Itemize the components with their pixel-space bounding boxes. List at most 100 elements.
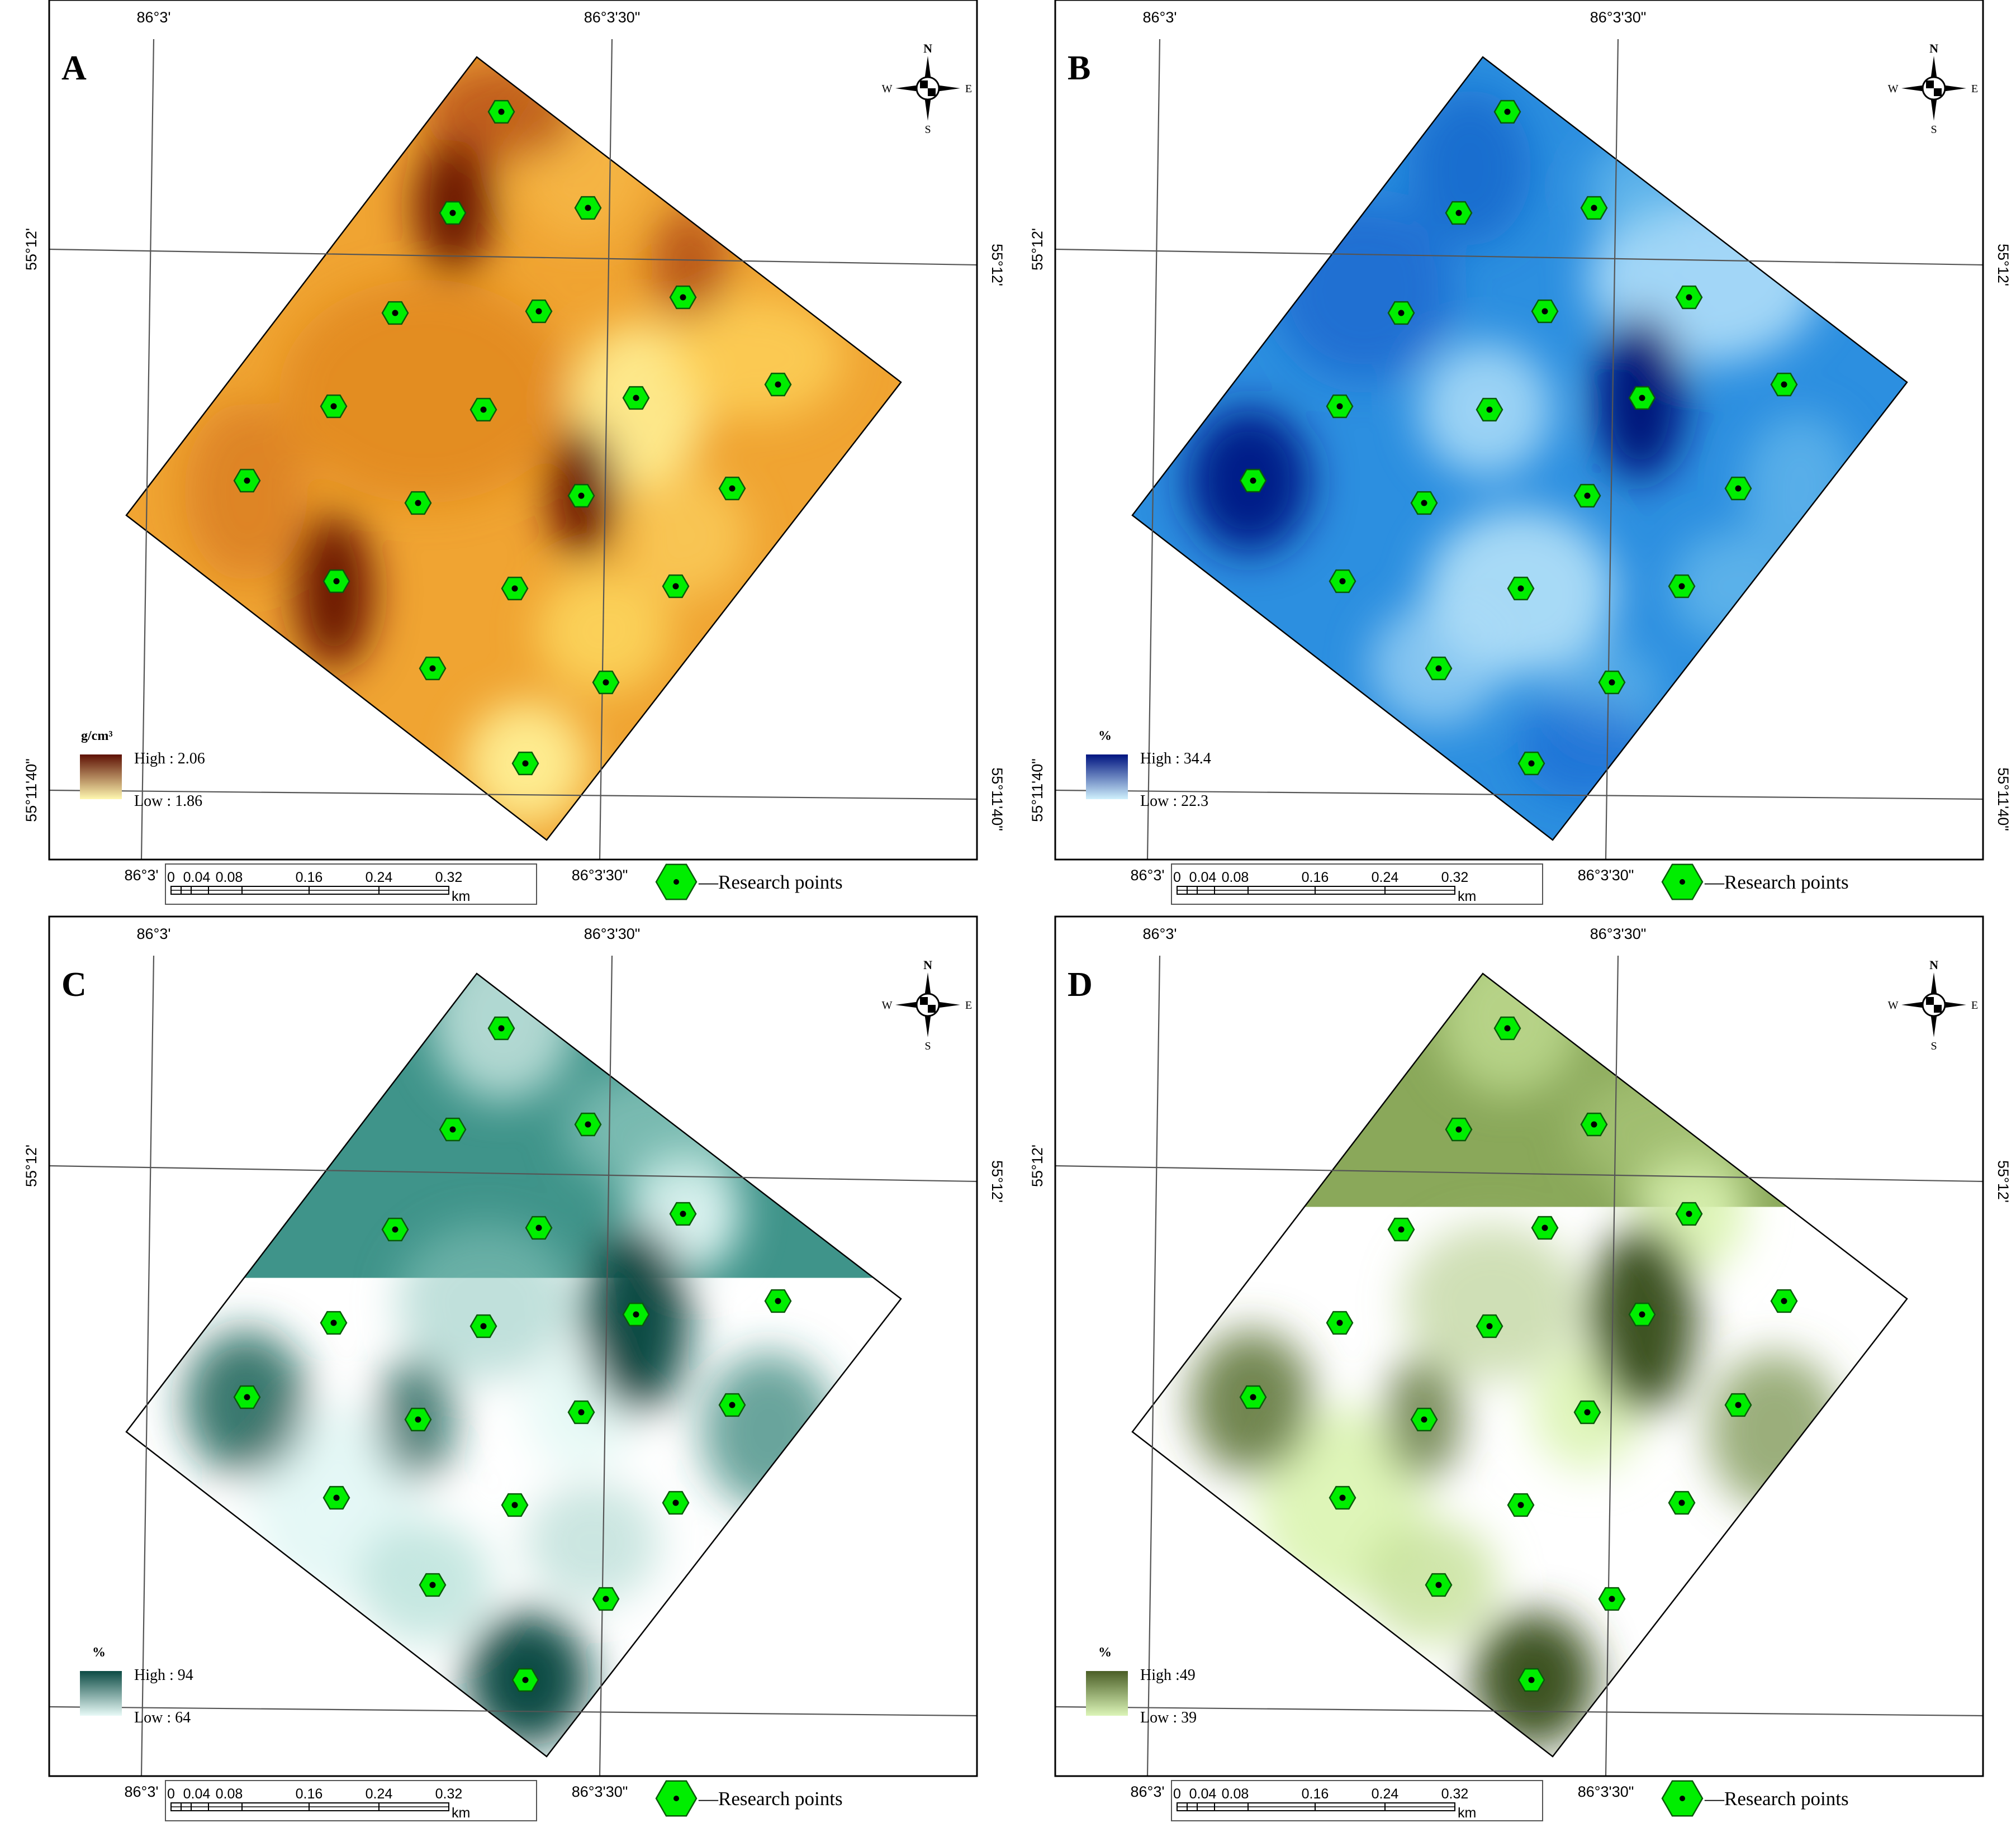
research-points-label: —Research points <box>698 871 843 893</box>
research-point-marker <box>502 1494 528 1516</box>
scale-bar-unit: km <box>452 1805 470 1821</box>
research-point-marker <box>1771 1290 1797 1312</box>
scale-bar-unit: km <box>452 889 470 904</box>
research-point-marker <box>1771 373 1797 396</box>
research-point-marker <box>575 197 601 219</box>
research-point-marker <box>234 469 260 492</box>
panel-letter: B <box>1068 49 1090 87</box>
research-point-marker <box>471 398 496 421</box>
research-point-marker <box>420 1574 445 1596</box>
research-point-marker <box>471 1315 496 1337</box>
legend-unit: % <box>1098 1645 1112 1660</box>
scale-bar-tick-label: 0.32 <box>1441 1786 1469 1802</box>
research-point-marker <box>1725 1394 1751 1416</box>
scale-bar: 0 0.04 0.08 0.16 0.24 0.32 km <box>1171 1781 1543 1821</box>
research-point-marker <box>420 657 445 680</box>
latitude-label-left-top: 55°12' <box>23 1145 40 1187</box>
scale-bar-tick-label: 0.16 <box>296 1786 323 1802</box>
research-point-marker <box>568 1401 594 1423</box>
research-point-marker <box>1725 477 1751 500</box>
longitude-label-top-right: 86°3'30" <box>584 9 641 26</box>
legend-high-label: High : 2.06 <box>134 750 205 767</box>
research-point-marker <box>1581 1113 1607 1136</box>
research-point-marker <box>382 1218 408 1241</box>
scale-bar-tick-label: 0.32 <box>435 1786 463 1802</box>
research-point-marker <box>1388 1218 1414 1241</box>
research-point-marker <box>623 387 649 409</box>
compass-west: W <box>882 83 893 95</box>
research-point-marker <box>568 485 594 507</box>
compass-south: S <box>924 1040 931 1052</box>
research-point-marker <box>1495 101 1520 123</box>
panel-d-porosity-map: 86°3' 86°3'30" 86°3' 86°3'30" 55°12' 55°… <box>1029 917 2012 1821</box>
legend-high-label: High : 34.4 <box>1140 750 1211 767</box>
latitude-label-left-bottom: 55°11'40" <box>1029 1675 1046 1739</box>
legend-color-ramp <box>1086 754 1128 799</box>
legend-high-label: High :49 <box>1140 1667 1196 1684</box>
research-point-symbol-icon <box>1662 1781 1702 1816</box>
research-point-marker <box>1411 492 1437 514</box>
research-point-marker <box>526 1217 552 1239</box>
research-point-marker <box>1327 395 1353 417</box>
research-point-marker <box>1574 485 1600 507</box>
research-point-marker <box>513 752 538 775</box>
longitude-label-bottom-right: 86°3'30" <box>1578 867 1634 884</box>
panel-letter: C <box>61 966 87 1004</box>
legend-unit: % <box>1098 729 1112 743</box>
latitude-label-left-top: 55°12' <box>1029 228 1046 270</box>
scale-bar-tick-label: 0.16 <box>1302 870 1329 885</box>
research-point-marker <box>1426 1574 1451 1596</box>
scale-bar-tick-label: 0.04 <box>183 1786 211 1802</box>
research-point-marker <box>405 492 431 514</box>
research-point-marker <box>765 373 791 396</box>
research-point-marker <box>321 395 347 417</box>
research-point-marker <box>526 300 552 322</box>
legend-unit: % <box>92 1645 106 1660</box>
compass-north: N <box>923 41 932 55</box>
longitude-label-top-left: 86°3' <box>136 9 170 26</box>
research-point-marker <box>1532 1217 1558 1239</box>
compass-east: E <box>965 83 972 95</box>
research-points-legend: —Research points <box>1662 1781 1849 1816</box>
research-point-marker <box>513 1669 538 1691</box>
research-point-marker <box>324 570 349 592</box>
compass-south: S <box>924 124 931 136</box>
research-point-symbol-icon <box>1662 865 1702 899</box>
research-point-marker <box>382 302 408 324</box>
longitude-label-bottom-right: 86°3'30" <box>1578 1783 1634 1800</box>
research-point-marker <box>1388 302 1414 324</box>
research-point-marker <box>1477 1315 1502 1337</box>
research-point-marker <box>440 202 466 224</box>
research-points-legend: —Research points <box>656 1781 843 1816</box>
compass-north: N <box>1929 958 1938 972</box>
compass-south: S <box>1930 124 1937 136</box>
research-points-label: —Research points <box>1704 1788 1849 1810</box>
research-point-marker <box>440 1118 466 1141</box>
research-point-marker <box>502 577 528 600</box>
scale-bar: 0 0.04 0.08 0.16 0.24 0.32 km <box>165 1781 537 1821</box>
research-point-marker <box>663 575 689 597</box>
scale-bar-tick-label: 0.24 <box>1372 870 1399 885</box>
legend-high-label: High : 94 <box>134 1667 193 1684</box>
scale-bar-tick-label: 0 <box>167 870 175 885</box>
research-point-marker <box>623 1303 649 1326</box>
scale-bar-tick-label: 0.04 <box>1189 870 1217 885</box>
research-point-marker <box>1629 387 1655 409</box>
longitude-label-bottom-left: 86°3' <box>1130 1783 1164 1800</box>
latitude-label-left-top: 55°12' <box>23 228 40 270</box>
research-point-marker <box>593 671 619 694</box>
scale-bar-tick-label: 0 <box>1173 1786 1181 1802</box>
research-point-marker <box>1676 1203 1702 1225</box>
research-point-marker <box>670 286 696 308</box>
compass-east: E <box>1971 83 1978 95</box>
scale-bar-tick-label: 0.08 <box>1222 1786 1249 1802</box>
research-point-marker <box>234 1386 260 1408</box>
research-point-marker <box>1519 752 1544 775</box>
panel-letter: D <box>1068 966 1093 1004</box>
scale-bar-tick-label: 0.08 <box>216 870 243 885</box>
longitude-label-top-right: 86°3'30" <box>584 925 641 942</box>
latitude-label-right-top: 55°12' <box>1995 244 2012 286</box>
panel-b-moisture-map: 86°3' 86°3'30" 86°3' 86°3'30" 55°12' 55°… <box>1029 0 2012 904</box>
research-point-marker <box>719 477 745 500</box>
research-point-marker <box>1240 469 1266 492</box>
